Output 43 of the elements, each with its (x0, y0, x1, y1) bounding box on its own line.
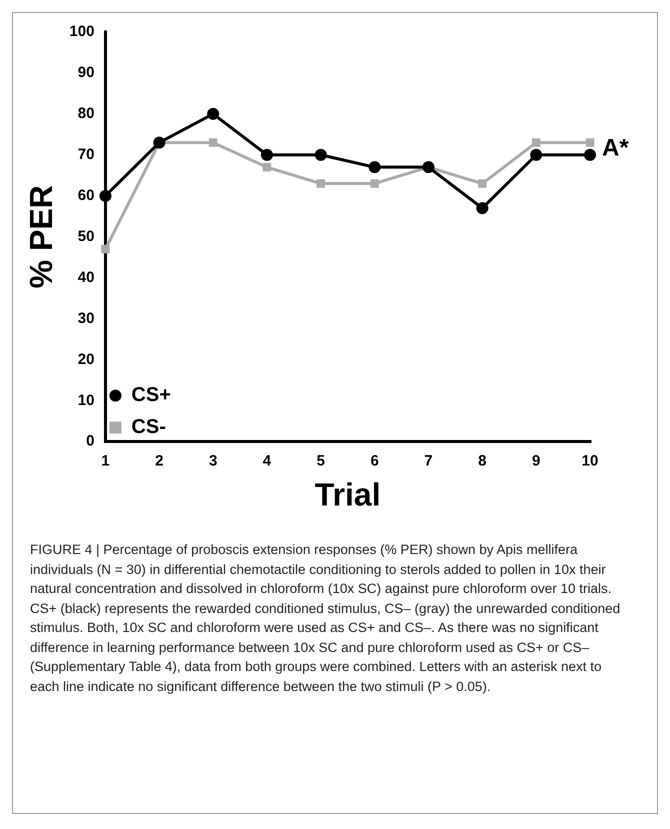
y-tick-label: 90 (78, 64, 94, 82)
y-tick-label: 0 (86, 432, 94, 450)
y-tick-label: 10 (78, 392, 94, 409)
y-tick-label: 30 (78, 310, 94, 327)
x-tick-label: 3 (208, 452, 218, 470)
point (368, 161, 381, 174)
x-axis-title: Trial (314, 476, 381, 513)
point (314, 148, 327, 161)
x-tick-label: 5 (316, 452, 325, 470)
point (207, 108, 220, 120)
x-tick-label: 2 (155, 452, 164, 470)
annotation: A* (602, 134, 630, 162)
point (476, 202, 488, 214)
caption: FIGURE 4 | Percentage of proboscis extension responses (% PER) shown by Apis mellifera individuals (N = 30) in differential chemotactile conditioning to sterols added to pollen in 10x their natural concentration and dissolved in chloroform (10x SC) against pure chloroform over 10 trials. CS+ (black) represents the rewarded conditioned stimulus, CS– (gray) the unrewarded conditioned stimulus. Both, 10x SC and chloroform were used as CS+ and CS–. As there was no significant difference in learning performance between 10x SC and pure chloroform used as CS+ or CS– (Supplementary Table 4), data from both groups were combined. Letters with an asterisk next to each line indicate no significant difference between the two stimuli (P > 0.05). (30, 541, 622, 696)
point (316, 179, 326, 188)
point (532, 138, 540, 147)
point (260, 148, 273, 161)
y-tick-label: 80 (78, 105, 94, 122)
x-tick-label: 7 (424, 452, 433, 470)
y-tick-label: 100 (69, 23, 94, 40)
point (586, 138, 594, 147)
legend-label: CS+ (131, 384, 171, 406)
point (208, 138, 218, 147)
y-tick-label: 40 (78, 268, 94, 286)
point (370, 179, 379, 188)
point (101, 244, 110, 254)
point (262, 162, 272, 172)
point (530, 148, 542, 161)
y-tick-label: 60 (78, 186, 94, 204)
y-tick-label: 70 (78, 146, 94, 164)
point (584, 148, 596, 161)
x-tick-label: 8 (478, 452, 486, 470)
point (99, 190, 112, 202)
legend-label: CS- (131, 416, 166, 438)
x-tick-label: 6 (370, 452, 379, 470)
point (478, 179, 487, 188)
x-tick-label: 4 (262, 452, 272, 470)
x-tick-label: 10 (582, 452, 598, 470)
x-tick-label: 9 (532, 452, 540, 470)
x-tick-label: 1 (101, 452, 110, 470)
y-tick-label: 50 (78, 228, 94, 245)
y-tick-label: 20 (78, 350, 94, 368)
y-axis-title: % PER (23, 185, 60, 288)
